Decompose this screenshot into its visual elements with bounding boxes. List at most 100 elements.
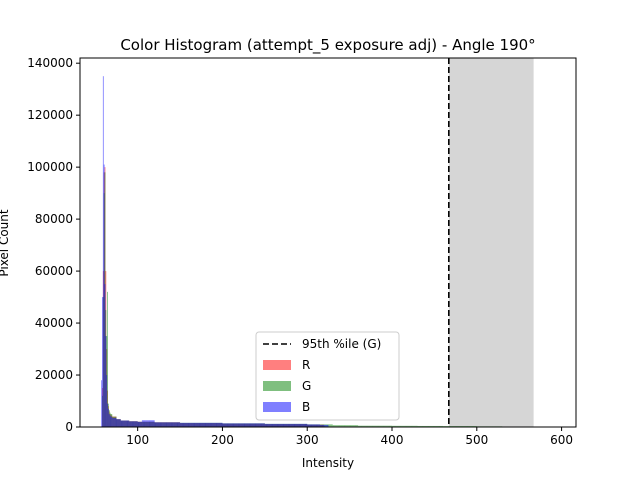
- bar-g: [347, 425, 348, 427]
- bar-b: [237, 423, 239, 427]
- bar-b: [114, 417, 116, 427]
- bar-b: [113, 417, 115, 427]
- bar-g: [375, 425, 377, 427]
- bar-b: [207, 422, 209, 427]
- plot-area: [79, 57, 577, 428]
- bar-g: [399, 425, 401, 427]
- bar-g: [366, 425, 368, 427]
- bar-b: [302, 423, 304, 427]
- bar-g: [420, 425, 422, 427]
- bar-g: [440, 425, 442, 427]
- bar-b: [241, 423, 242, 427]
- bar-b: [220, 422, 222, 427]
- bar-g: [375, 425, 376, 427]
- bar-b: [185, 422, 187, 427]
- bar-b: [314, 424, 315, 427]
- bar-b: [198, 422, 200, 427]
- bar-b: [153, 420, 155, 427]
- bar-b: [167, 422, 169, 427]
- bar-b: [203, 422, 205, 427]
- chart-title: Color Histogram (attempt_5 exposure adj)…: [120, 36, 535, 55]
- bar-b: [275, 423, 276, 427]
- x-tick-label: 600: [550, 433, 573, 447]
- bar-g: [430, 425, 432, 427]
- bar-b: [146, 420, 147, 427]
- bar-g: [378, 425, 380, 427]
- legend: 95th %ile (G) RGB: [255, 331, 400, 421]
- bar-b: [202, 422, 204, 427]
- bar-b: [258, 423, 260, 427]
- bar-b: [219, 422, 220, 427]
- bar-b: [265, 423, 267, 427]
- bar-b: [187, 422, 189, 427]
- bar-b: [305, 423, 307, 427]
- bar-g: [403, 425, 404, 427]
- bar-b: [263, 423, 265, 427]
- bar-b: [252, 423, 253, 427]
- bar-g: [397, 425, 399, 427]
- y-axis: 0 20000 40000 60000 80000 100000 120000 140000: [27, 56, 80, 434]
- bar-b: [191, 422, 192, 427]
- bar-b: [107, 408, 109, 427]
- x-tick-label: 200: [211, 433, 234, 447]
- bar-b: [106, 375, 108, 427]
- bar-b: [141, 420, 143, 427]
- bar-b: [169, 422, 171, 427]
- bar-g: [413, 425, 415, 427]
- bar-b: [177, 422, 179, 427]
- bar-b: [195, 422, 197, 427]
- bar-g: [427, 425, 429, 427]
- bar-b: [210, 422, 212, 427]
- bar-g: [343, 425, 345, 427]
- bar-b: [117, 419, 119, 427]
- bar-b: [110, 416, 112, 427]
- bar-b: [154, 422, 156, 427]
- bar-b: [191, 422, 193, 427]
- legend-label: G: [302, 379, 311, 393]
- bar-b: [145, 420, 147, 427]
- bar-g: [393, 425, 395, 427]
- bar-b: [325, 424, 326, 427]
- bar-b: [129, 421, 131, 427]
- bar-g: [338, 425, 340, 427]
- bar-b: [118, 419, 120, 427]
- bar-b: [151, 420, 153, 427]
- bar-g: [431, 425, 433, 427]
- bar-b: [213, 422, 215, 427]
- bar-g: [369, 425, 370, 427]
- bar-b: [251, 423, 253, 427]
- bar-b: [227, 423, 229, 427]
- bar-b: [196, 422, 198, 427]
- bar-b: [188, 422, 190, 427]
- bar-g: [408, 425, 410, 427]
- bar-b: [131, 421, 133, 427]
- bar-g: [406, 425, 408, 427]
- bar-g: [367, 425, 369, 427]
- bar-g: [335, 425, 337, 427]
- bar-b: [137, 421, 139, 427]
- bar-b: [238, 423, 240, 427]
- bar-b: [243, 423, 245, 427]
- bar-b: [163, 422, 165, 427]
- bar-b: [124, 420, 126, 427]
- bar-b: [288, 423, 290, 427]
- bar-g: [387, 425, 389, 427]
- bar-b: [280, 423, 281, 427]
- bar-b: [206, 422, 208, 427]
- legend-label: 95th %ile (G): [302, 337, 381, 351]
- bar-b: [327, 424, 329, 427]
- bar-b: [320, 424, 322, 427]
- bar-b: [139, 421, 141, 427]
- bar-b: [249, 423, 251, 427]
- bar-b: [159, 422, 161, 427]
- bar-b: [300, 423, 302, 427]
- bar-b: [119, 419, 120, 427]
- bar-b: [164, 422, 166, 427]
- bar-b: [317, 424, 319, 427]
- bar-b: [253, 423, 255, 427]
- bar-b: [247, 423, 249, 427]
- bar-g: [354, 425, 356, 427]
- legend-patch-swatch: [263, 402, 291, 412]
- bar-b: [180, 422, 182, 427]
- bar-g: [386, 425, 388, 427]
